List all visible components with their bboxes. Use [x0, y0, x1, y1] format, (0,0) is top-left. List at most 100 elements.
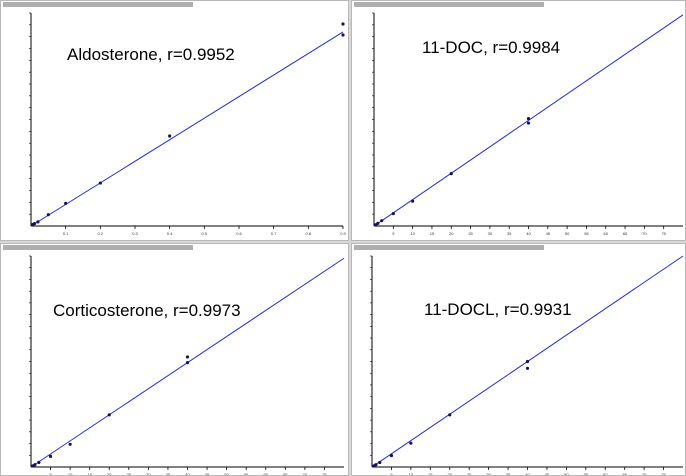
- data-point: [37, 460, 41, 465]
- data-point: [185, 355, 190, 359]
- data-point: [68, 442, 72, 446]
- data-point: [32, 221, 37, 226]
- data-point: [525, 359, 530, 364]
- x-tick-label: 75: [661, 472, 666, 475]
- x-tick-label: 20: [449, 231, 454, 236]
- data-point: [185, 361, 190, 365]
- x-tick-label: 40: [185, 472, 190, 475]
- data-point: [525, 366, 530, 370]
- data-point: [64, 201, 68, 205]
- x-tick-label: 65: [283, 472, 288, 475]
- chart-panel-corticosterone: 5 10 15 20 25 30 35 40 45 50 55 60 65 70 75 Corticoster…: [0, 243, 349, 476]
- x-tick-label: 70: [642, 472, 647, 475]
- x-tick-label: 0.4: [167, 231, 173, 236]
- vertical-divider: [349, 0, 351, 476]
- x-tick-label: 65: [623, 231, 628, 236]
- x-tick-label: 55: [244, 472, 249, 475]
- x-tick-label: 40: [525, 472, 530, 475]
- data-point: [107, 413, 111, 417]
- data-point: [380, 219, 384, 223]
- x-tick-label: 35: [166, 472, 171, 475]
- chart-panel-11-doc: 5 10 15 20 25 30 35 40 45 50 55 60 65 70 75 11-DOC, r=0…: [351, 0, 686, 241]
- horizontal-divider: [0, 241, 686, 243]
- x-tick-label: 20: [448, 472, 453, 475]
- x-tick-label: 25: [127, 472, 132, 475]
- data-point: [449, 172, 453, 176]
- data-point: [168, 134, 172, 138]
- x-tick-label: 60: [603, 472, 608, 475]
- x-tick-label: 0.1: [63, 231, 69, 236]
- data-point: [448, 413, 452, 417]
- x-tick-label: 10: [410, 231, 415, 236]
- x-tick-label: 65: [622, 472, 627, 475]
- data-point: [378, 460, 382, 465]
- data-point: [526, 121, 531, 125]
- x-tick-label: 50: [565, 231, 570, 236]
- data-point: [341, 22, 345, 26]
- x-tick-label: 70: [642, 231, 647, 236]
- data-point: [46, 213, 50, 217]
- data-point: [98, 181, 102, 185]
- x-tick-label: 0.2: [98, 231, 104, 236]
- x-tick-label: 15: [87, 472, 92, 475]
- chart-panel-11-docl: 5 10 15 20 25 30 35 40 45 50 55 60 65 70 75 11-DOCL, r=…: [351, 243, 686, 476]
- x-tick-label: 25: [467, 472, 472, 475]
- chart-title: Aldosterone, r=0.9952: [67, 45, 235, 64]
- x-tick-label: 60: [604, 231, 609, 236]
- data-point: [48, 454, 53, 458]
- data-point: [411, 199, 415, 203]
- x-tick-label: 55: [584, 472, 589, 475]
- x-tick-label: 35: [507, 231, 512, 236]
- chart-panel-aldosterone: 0.1 0.2 0.3 0.4 0.5 0.6 0.7 0.8 0.9 Aldosterone, …: [0, 0, 349, 241]
- x-tick-label: 0.3: [132, 231, 138, 236]
- x-tick-label: 60: [264, 472, 269, 475]
- x-tick-label: 35: [506, 472, 511, 475]
- data-point: [526, 117, 531, 121]
- regression-line: [30, 31, 344, 227]
- caption-strip: [3, 245, 193, 250]
- x-tick-label: 70: [303, 472, 308, 475]
- x-tick-label: 5: [49, 472, 52, 475]
- regression-line: [373, 14, 684, 227]
- x-tick-label: 0.7: [271, 231, 277, 236]
- x-tick-label: 5: [392, 231, 395, 236]
- caption-strip: [354, 2, 544, 7]
- chart-title: 11-DOCL, r=0.9931: [424, 300, 572, 319]
- x-tick-label: 0.5: [202, 231, 208, 236]
- x-tick-label: 45: [546, 231, 551, 236]
- x-tick-label: 5: [390, 472, 393, 475]
- chart-svg-corticosterone: 5 10 15 20 25 30 35 40 45 50 55 60 65 70 75 Corticoster…: [3, 245, 345, 475]
- x-tick-label: 40: [526, 231, 531, 236]
- x-tick-label: 75: [322, 472, 327, 475]
- data-point: [376, 221, 380, 225]
- chart-title: 11-DOC, r=0.9984: [422, 38, 560, 57]
- x-tick-label: 20: [107, 472, 112, 475]
- x-tick-label: 55: [584, 231, 589, 236]
- chart-svg-11-doc: 5 10 15 20 25 30 35 40 45 50 55 60 65 70 75 11-DOC, r=0…: [354, 2, 684, 236]
- x-tick-label: 15: [428, 472, 433, 475]
- x-tick-label: 0.9: [340, 231, 346, 236]
- x-tick-label: 15: [430, 231, 435, 236]
- data-point: [36, 220, 40, 224]
- data-point: [389, 454, 394, 458]
- x-tick-label: 45: [545, 472, 550, 475]
- data-point: [33, 463, 37, 467]
- x-tick-label: 30: [486, 472, 491, 475]
- x-tick-label: 45: [205, 472, 210, 475]
- data-point: [374, 463, 378, 467]
- caption-strip: [354, 245, 544, 250]
- x-tick-label: 30: [488, 231, 493, 236]
- data-point: [341, 33, 345, 37]
- x-tick-label: 50: [224, 472, 229, 475]
- caption-strip: [3, 2, 193, 7]
- chart-title: Corticosterone, r=0.9973: [53, 301, 241, 320]
- x-tick-label: 25: [468, 231, 473, 236]
- x-tick-label: 10: [409, 472, 414, 475]
- x-tick-label: 75: [661, 231, 666, 236]
- x-tick-label: 30: [146, 472, 151, 475]
- x-tick-label: 0.8: [306, 231, 312, 236]
- data-point: [409, 441, 413, 445]
- chart-svg-aldosterone: 0.1 0.2 0.3 0.4 0.5 0.6 0.7 0.8 0.9 Aldosterone, …: [3, 2, 347, 236]
- data-point: [391, 211, 395, 216]
- x-tick-label: 0.6: [236, 231, 242, 236]
